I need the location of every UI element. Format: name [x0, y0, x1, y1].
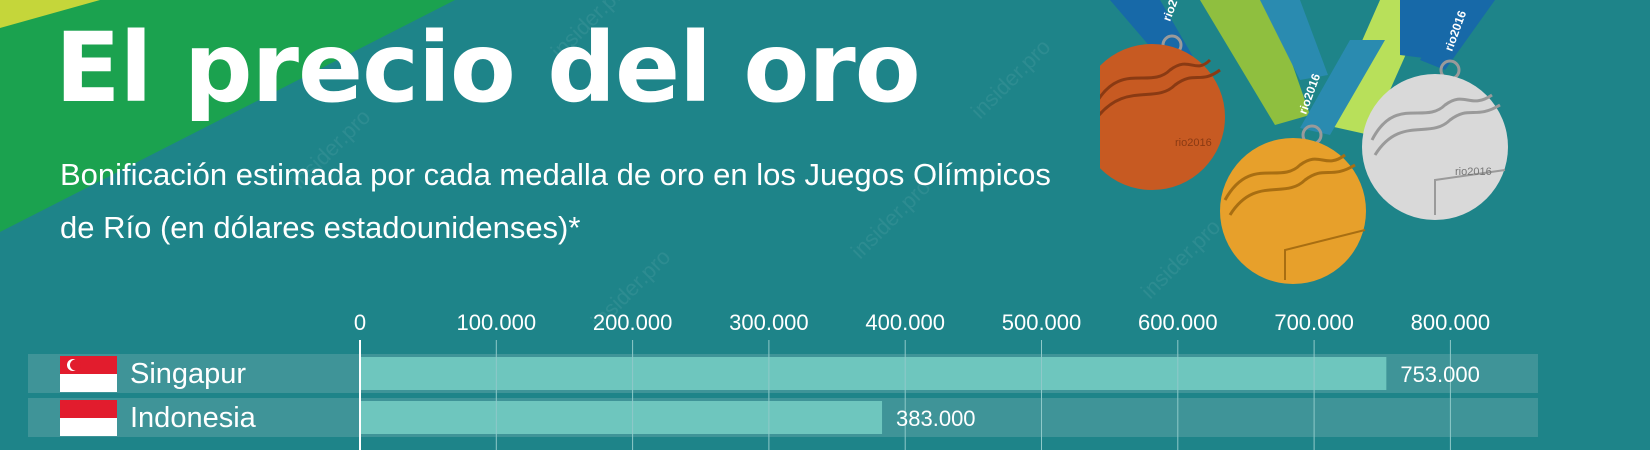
watermark: insider.pro	[286, 104, 375, 193]
country-label: Singapur	[130, 358, 246, 390]
country-label: Indonesia	[130, 402, 257, 434]
bronze-medal: rio2016	[1100, 34, 1225, 190]
x-tick-label: 200.000	[593, 310, 673, 335]
ribbon-green	[1200, 0, 1310, 125]
x-tick-label: 600.000	[1138, 310, 1218, 335]
bar-singapur	[360, 357, 1387, 390]
silver-medal: rio2016	[1362, 59, 1508, 220]
value-label: 753.000	[1400, 362, 1480, 387]
page-title: El precio del oro	[55, 12, 921, 124]
x-tick-label: 100.000	[457, 310, 537, 335]
watermark: insider.pro	[846, 174, 935, 263]
gold-medal	[1220, 124, 1366, 284]
watermark: insider.pro	[966, 34, 1055, 123]
x-tick-label: 800.000	[1411, 310, 1491, 335]
bar-indonesia	[360, 401, 883, 434]
medals-illustration: rio2016 rio2016 rio2016 rio2016 rio2016	[1100, 0, 1508, 284]
silver-medal-text: rio2016	[1455, 166, 1492, 178]
value-label: 383.000	[896, 406, 976, 431]
x-tick-label: 700.000	[1274, 310, 1354, 335]
corner-stripes	[0, 0, 455, 232]
singapore-flag-icon	[60, 356, 117, 392]
watermark: insider.pro	[546, 0, 635, 64]
bronze-medal-text: rio2016	[1175, 137, 1212, 149]
indonesia-flag-icon	[60, 400, 117, 436]
x-tick-label: 0	[354, 310, 366, 335]
x-tick-label: 400.000	[865, 310, 945, 335]
watermark: insider.pro	[1136, 214, 1225, 303]
page-subtitle: Bonificación estimada por cada medalla d…	[60, 157, 1051, 245]
x-tick-label: 300.000	[729, 310, 809, 335]
x-tick-label: 500.000	[1002, 310, 1082, 335]
